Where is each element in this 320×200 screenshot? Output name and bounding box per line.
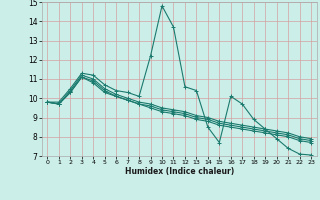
X-axis label: Humidex (Indice chaleur): Humidex (Indice chaleur) — [124, 167, 234, 176]
